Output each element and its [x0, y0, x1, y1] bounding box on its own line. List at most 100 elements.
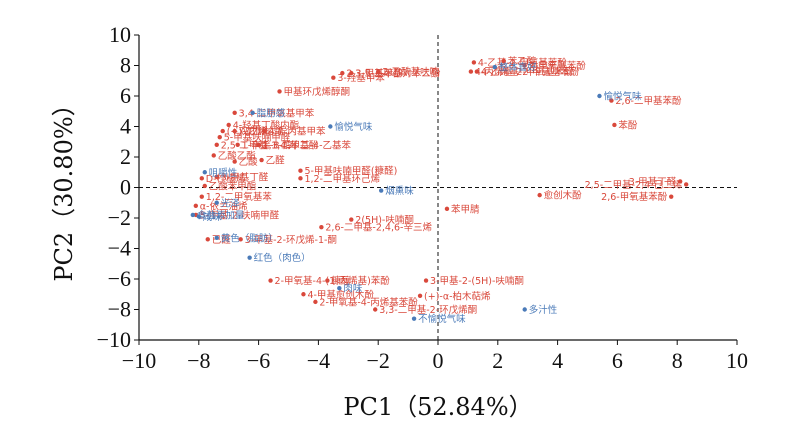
compound-label: 苯乙醇: [508, 55, 537, 67]
attribute-point: [190, 212, 196, 218]
y-tick-label: −2: [108, 205, 131, 230]
compound-point: [683, 182, 689, 187]
compound-label: 3,4-二甲氧基甲苯: [239, 107, 315, 119]
y-axis-title: PC2（30.80%）: [50, 92, 78, 281]
compound-point: [298, 168, 303, 173]
compound-label: 3-甲基丁醛: [221, 171, 269, 183]
x-tick-label: 10: [726, 348, 748, 373]
compound-label: 2,3,5-三甲基对苯二酚: [346, 68, 441, 80]
attribute-point: [250, 110, 255, 115]
compound-point: [423, 278, 429, 283]
compound-point: [444, 206, 450, 212]
y-tick-group: −10 −8 −6 −4 −2 0 2 4 6 8 10: [97, 22, 139, 352]
attribute-point: [597, 93, 602, 99]
compound-label: 1,2-二甲基环己烯: [304, 173, 380, 185]
compound-point: [259, 157, 264, 163]
compound-point: [232, 128, 237, 134]
attribute-point: [202, 170, 207, 175]
compound-point: [217, 134, 222, 140]
compound-point: [313, 299, 318, 305]
y-tick-label: −4: [108, 236, 131, 261]
attribute-point: [214, 235, 219, 241]
compound-label: 3-羟基甲苯: [337, 72, 385, 84]
x-tick-label: 8: [672, 348, 683, 373]
compound-label: 4-丙烯基-2-甲氧基苯酚: [475, 66, 574, 78]
compound-point: [319, 224, 324, 230]
compound-point: [235, 142, 240, 147]
y-tick-label: 2: [120, 144, 131, 169]
compound-label: 2,6-甲氧基苯酚: [601, 191, 668, 203]
compound-point: [522, 63, 527, 68]
compound-point: [468, 69, 474, 74]
compound-label: α-依兰油烯: [200, 200, 248, 212]
attribute-point: [337, 285, 342, 291]
attribute-label: 整体喜好: [499, 62, 538, 74]
compound-point: [220, 128, 225, 134]
compound-label: D-柠檬烯: [206, 173, 246, 185]
x-tick-label: 0: [433, 348, 444, 373]
attribute-point: [328, 124, 333, 129]
compound-label: 5-甲基呋喃甲醛(糠醛): [304, 165, 397, 177]
compound-label: 2-甲氧基-4-丙烯基苯酚: [319, 296, 418, 308]
compound-label: 对甲氧基苯酚: [529, 60, 587, 72]
compound-point: [340, 70, 345, 76]
x-tick-label: −2: [366, 348, 389, 373]
y-tick-label: 6: [120, 83, 131, 108]
compound-label: 4-羟基丁酸内酯: [233, 119, 300, 131]
compound-point: [325, 278, 330, 283]
compound-label: 3-甲基丁醛: [629, 176, 677, 188]
attribute-label: 黄色（脂肪）: [221, 232, 278, 244]
x-tick-label: −8: [187, 348, 210, 373]
compound-point: [226, 122, 231, 128]
attribute-label: 不愉悦气味: [418, 313, 466, 325]
attribute-label: 烟熏味: [385, 185, 414, 197]
compound-label: 苯甲腈: [451, 203, 480, 215]
y-tick-label: −8: [108, 297, 131, 322]
attribute-point: [378, 188, 384, 193]
compound-point: [612, 122, 617, 128]
compound-label: 1,3-二甲基-4-乙基苯: [263, 139, 352, 151]
compound-label: 2(5H)-呋喃酮: [355, 214, 414, 226]
x-tick-label: −10: [122, 348, 156, 373]
y-tick-label: 10: [109, 22, 131, 47]
compound-label: 3-甲基苯酚: [355, 68, 403, 80]
attribute-label: 光泽: [221, 197, 241, 209]
compound-label: 4-异丙基甲苯: [269, 126, 326, 138]
attribute-point: [522, 307, 527, 312]
compound-point: [211, 153, 216, 158]
compound-label: 5-甲基-2-呋喃甲醛: [200, 209, 280, 221]
compound-point: [232, 110, 237, 115]
attribute-label: 肉味: [343, 283, 363, 295]
y-tick-label: 8: [120, 53, 131, 78]
compound-point: [214, 174, 219, 180]
compound-point: [471, 60, 477, 65]
attribute-point: [492, 64, 498, 70]
attribute-label: 食盐添加量: [197, 209, 245, 221]
compound-point: [262, 128, 267, 134]
attribute-label: 愉悦气味: [334, 121, 373, 133]
compound-point: [417, 293, 423, 298]
attribute-label: 咸味: [203, 211, 223, 223]
compound-point: [232, 159, 237, 164]
compound-label: 3-甲基-2-环戊烯-1-酮: [245, 234, 337, 246]
compound-label: 2,5-二甲基-1,4-苯二酚: [221, 139, 319, 151]
compound-label: 双戊烯: [239, 126, 268, 138]
compound-label: 乙醛: [266, 155, 286, 167]
attribute-label: 咀嚼性: [209, 167, 238, 179]
compound-point: [205, 237, 210, 242]
compound-label: 2,6-二甲基苯酚: [615, 95, 682, 107]
x-axis-title: PC1（52.84%）: [343, 393, 532, 421]
compound-point: [301, 292, 306, 297]
attribute-point: [411, 316, 417, 321]
compound-label: 乙酸: [239, 156, 259, 168]
attribute-point: [196, 214, 201, 219]
attribute-label: 脂肪感: [257, 107, 286, 119]
y-tick-label: −10: [97, 327, 131, 352]
compound-label: 苯酚: [618, 119, 638, 131]
y-tick-label: 4: [120, 114, 131, 139]
compound-label: 2-乙酰基呋喃: [382, 66, 439, 78]
compound-label: 5-甲基呋喃甲醛: [224, 132, 291, 144]
compound-label: 4-甲基愈创木酚: [307, 289, 374, 301]
compound-point: [238, 237, 243, 242]
